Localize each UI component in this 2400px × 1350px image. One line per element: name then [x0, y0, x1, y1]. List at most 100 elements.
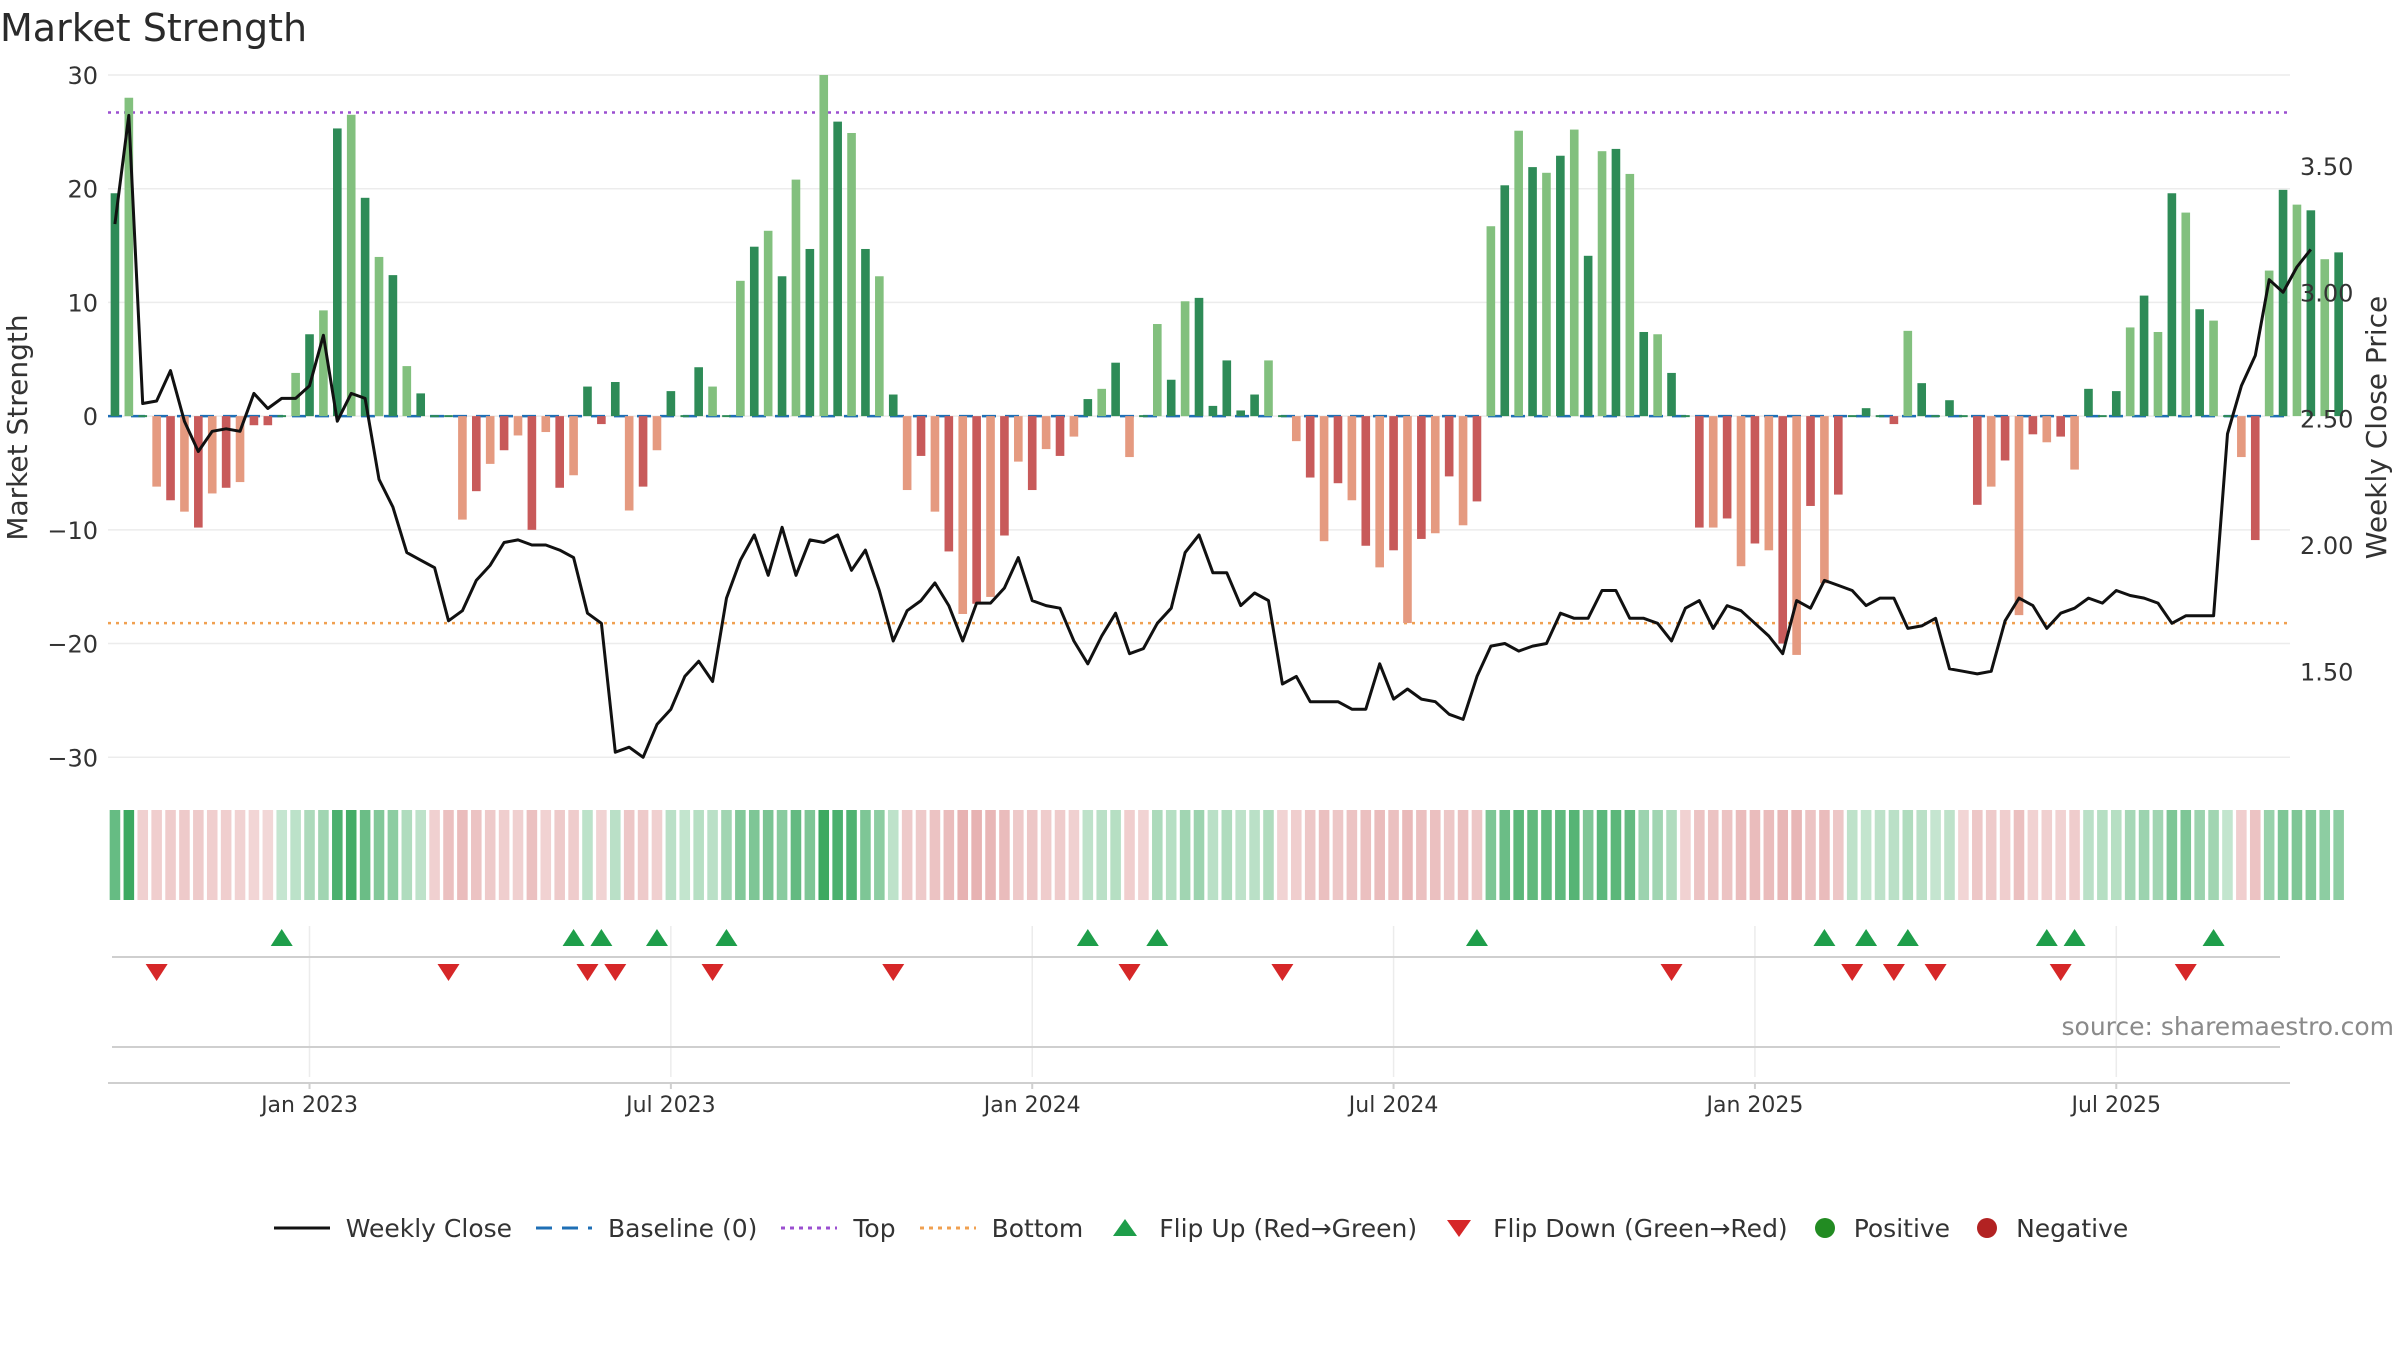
y2-tick-label: 3.00: [2300, 279, 2353, 307]
strength-bar: [1361, 416, 1371, 546]
ribbon-cell: [748, 810, 760, 900]
y-tick-label: 0: [83, 403, 98, 431]
strength-bar: [638, 416, 648, 487]
y2-tick-label: 2.00: [2300, 532, 2353, 560]
strength-bar: [1250, 394, 1259, 417]
strength-bar: [221, 416, 231, 488]
strength-bar: [152, 416, 161, 487]
y-tick-label: −20: [47, 631, 98, 659]
ribbon-cell: [1068, 810, 1080, 900]
ribbon-cell: [1124, 810, 1135, 900]
ribbon-cell: [1735, 810, 1747, 900]
ribbon-cell: [1235, 810, 1246, 900]
ribbon-cell: [1249, 810, 1260, 900]
ribbon-cell: [1152, 810, 1163, 900]
ribbon-cell: [1833, 810, 1844, 900]
strength-bar: [194, 416, 203, 528]
legend-negative: Negative: [1972, 1214, 2128, 1243]
legend: Weekly Close Baseline (0) Top Bottom Fli…: [0, 1208, 2400, 1248]
ribbon-cell: [1555, 810, 1566, 900]
strength-bar: [1945, 400, 1954, 417]
ribbon-cell: [623, 810, 635, 900]
ribbon-cell: [1694, 810, 1705, 900]
strength-bar: [1166, 379, 1176, 417]
ribbon-cell: [359, 810, 371, 900]
strength-bar: [2070, 416, 2079, 470]
ribbon-cell: [1707, 810, 1719, 900]
ribbon-cell: [165, 810, 176, 900]
ribbon-cell: [2027, 810, 2039, 900]
ribbon-cell: [234, 810, 246, 900]
strength-bar: [374, 256, 384, 417]
ribbon-cell: [818, 810, 830, 900]
ribbon-cell: [1958, 810, 1969, 900]
ribbon-cell: [943, 810, 955, 900]
axes: −30 −20 −10 0 10 20 30 1.50 2.00 2.50 3.00 3.50 Mark…: [1, 62, 2393, 772]
strength-bar: [1194, 297, 1204, 417]
strength-bar: [360, 197, 370, 417]
strength-bar: [2139, 295, 2149, 417]
ribbon-cell: [401, 810, 413, 900]
strength-bar: [319, 310, 328, 417]
strength-bar: [1778, 416, 1788, 644]
flip-up-marker: [562, 929, 585, 946]
ribbon-cell: [1110, 810, 1121, 900]
strength-bar: [2167, 193, 2177, 417]
ribbon-cell: [1777, 810, 1789, 900]
strength-bar: [2320, 259, 2330, 417]
strength-bar: [2278, 189, 2288, 417]
strength-bar: [2292, 204, 2302, 417]
flip-down-marker: [1118, 964, 1141, 981]
legend-line-icon: [273, 1226, 330, 1230]
ribbon-cell: [2166, 810, 2178, 900]
legend-bottom: Bottom: [918, 1214, 1083, 1243]
ribbon-cell: [2194, 810, 2205, 900]
ribbon-cell: [568, 810, 579, 900]
strength-bar: [249, 416, 259, 426]
strength-bar: [2042, 416, 2052, 443]
ribbon-cell: [1082, 810, 1094, 900]
strength-bar: [277, 415, 287, 418]
ribbon-cell: [1568, 810, 1580, 900]
ribbon-cell: [1999, 810, 2011, 900]
strength-bar: [1514, 130, 1523, 417]
ribbon-cell: [874, 810, 885, 900]
strength-bar: [1889, 416, 1899, 425]
y-tick-label: 10: [67, 289, 98, 317]
strength-bar: [527, 416, 537, 530]
ribbon-cell: [2152, 810, 2164, 900]
ribbon-cell: [1388, 810, 1399, 900]
strength-bar: [1264, 360, 1273, 417]
flip-up-marker: [270, 929, 293, 946]
strength-bar: [1069, 416, 1079, 437]
ribbon-cell: [860, 810, 871, 900]
strength-bar: [722, 415, 731, 418]
ribbon-cell: [1013, 810, 1024, 900]
flip-up-marker: [1076, 929, 1099, 946]
ribbon-cell: [304, 810, 315, 900]
strength-bar: [2181, 212, 2191, 417]
ribbon-cell: [1165, 810, 1177, 900]
strength-bar: [1500, 185, 1510, 417]
strength-bars: [110, 75, 2343, 655]
strength-bar: [875, 276, 884, 417]
ribbon-cell: [1805, 810, 1816, 900]
ribbon-cell: [1054, 810, 1066, 900]
ribbon-cell: [1624, 810, 1636, 900]
strength-bar: [1653, 334, 1662, 417]
flip-down-marker: [604, 964, 627, 981]
ribbon-cell: [276, 810, 288, 900]
y2-tick-label: 2.50: [2300, 406, 2353, 434]
strength-bar: [1111, 362, 1120, 417]
strength-bar: [1597, 151, 1607, 417]
ribbon-cell: [1680, 810, 1691, 900]
strength-bar: [1347, 416, 1357, 501]
flip-down-marker: [145, 964, 168, 981]
strength-bar: [1917, 383, 1927, 417]
ribbon-cell: [2319, 810, 2331, 900]
strength-bar: [1875, 415, 1885, 418]
ribbon-cell: [1138, 810, 1149, 900]
strength-bar: [1027, 416, 1037, 491]
flip-down-marker: [1660, 964, 1683, 981]
ribbon-cell: [2013, 810, 2025, 900]
